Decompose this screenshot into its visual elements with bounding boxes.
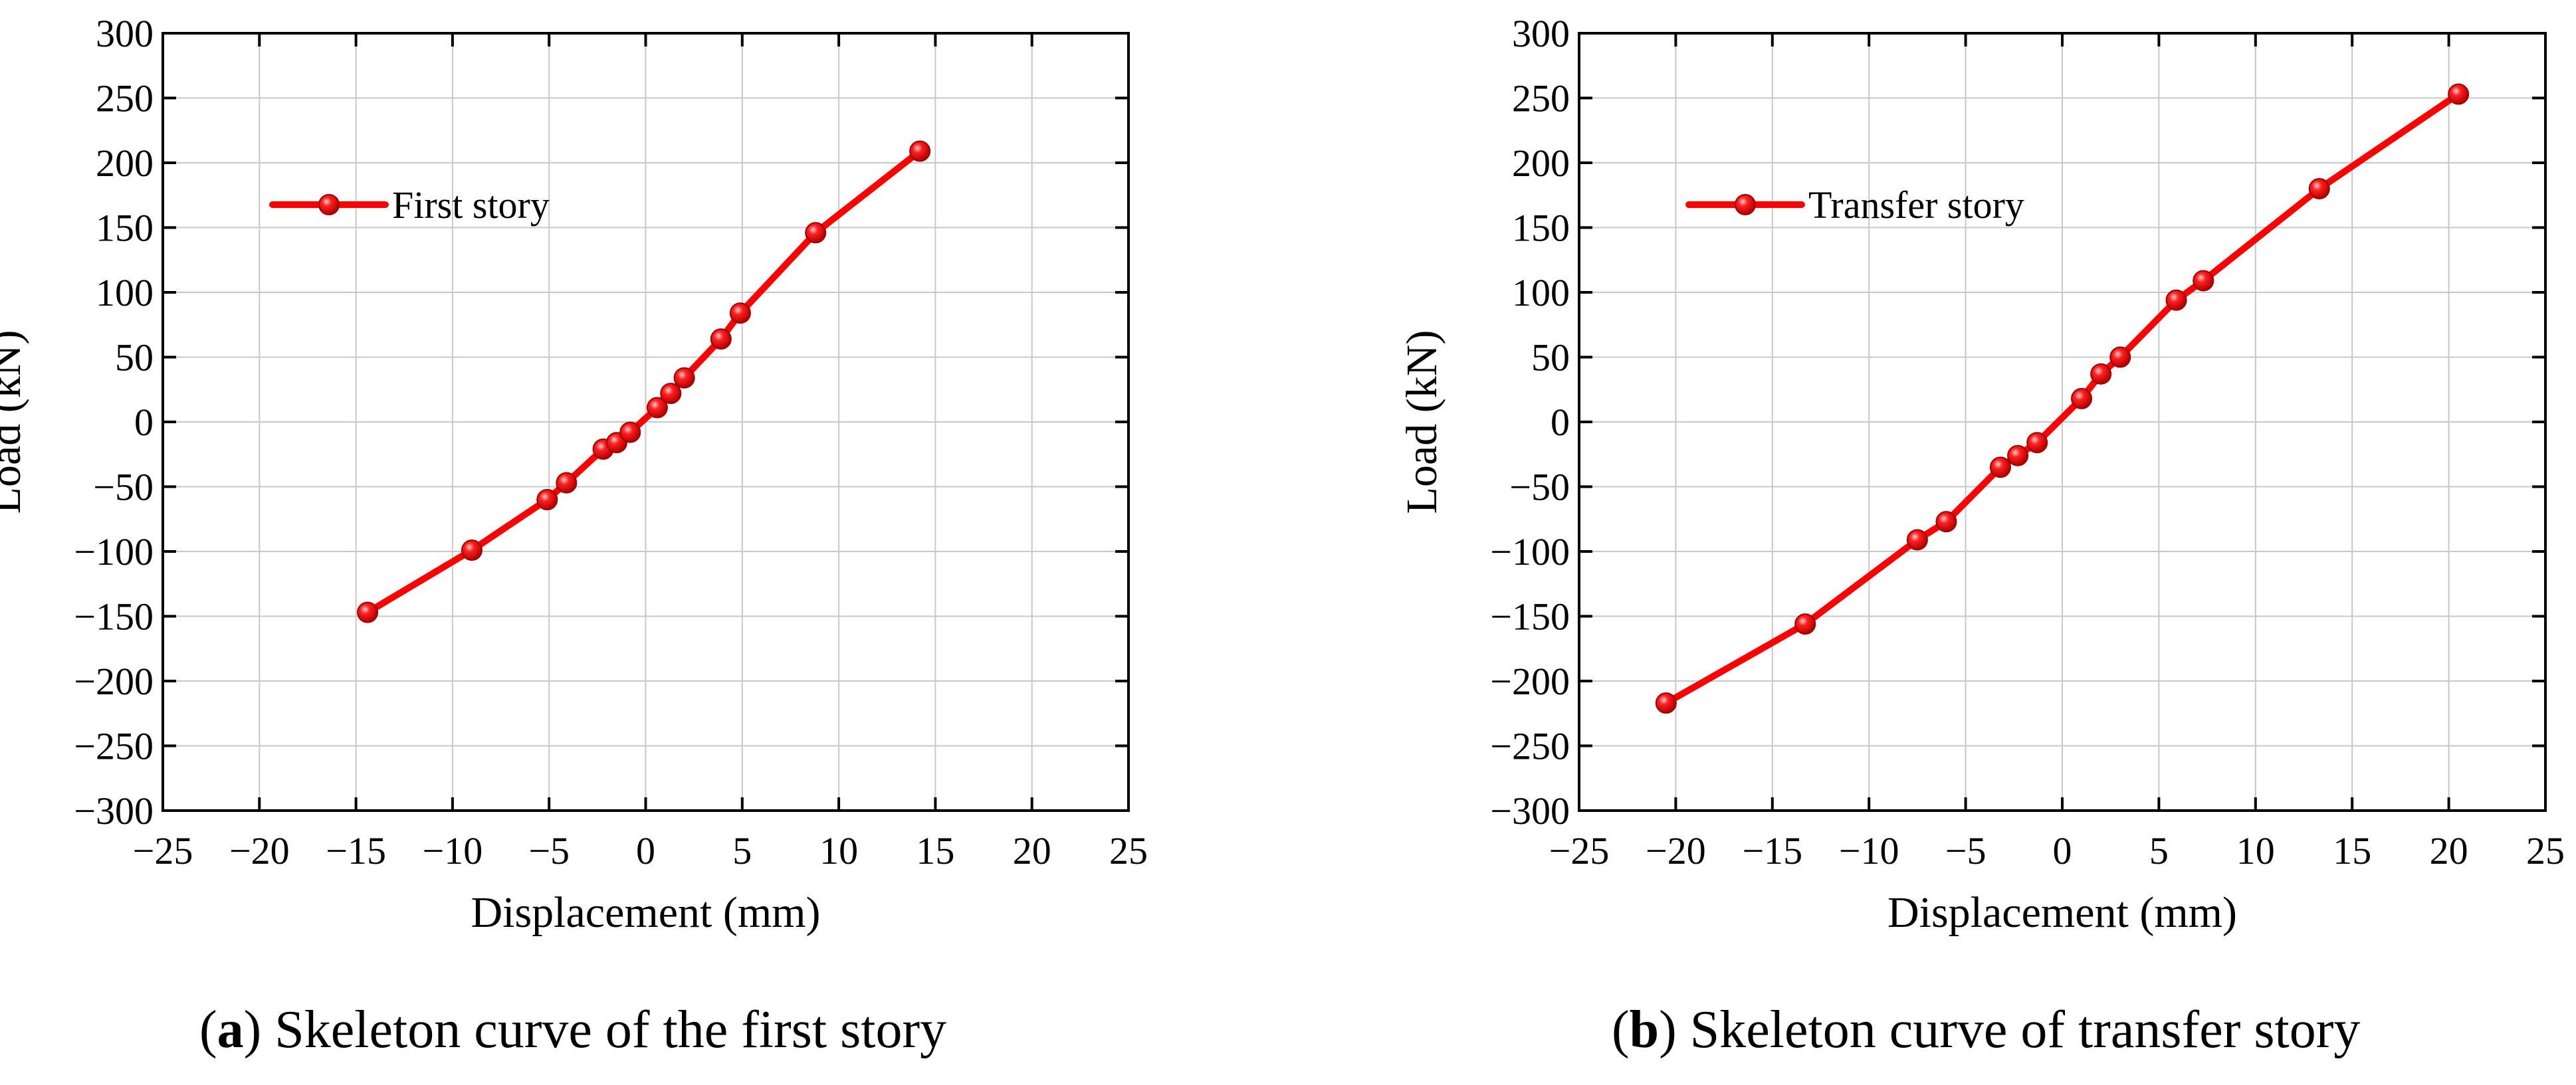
y-tick-label: 250 — [96, 77, 154, 120]
data-point — [646, 397, 668, 419]
y-tick-label: 50 — [1531, 336, 1570, 379]
y-tick-label: −50 — [93, 466, 154, 509]
y-tick-label: −100 — [74, 530, 154, 573]
y-axis-title: Load (kN) — [0, 330, 30, 514]
data-point — [619, 421, 641, 443]
x-tick-label: −15 — [1742, 829, 1802, 872]
data-point — [2090, 363, 2112, 385]
y-axis-title: Load (kN) — [1398, 330, 1446, 514]
legend-marker — [318, 194, 340, 215]
x-tick-label: −25 — [133, 829, 193, 872]
x-tick-label: −20 — [229, 829, 290, 872]
x-tick-label: 10 — [819, 829, 858, 872]
x-tick-label: 25 — [2526, 829, 2565, 872]
x-tick-label: 5 — [732, 829, 752, 872]
y-tick-label: −50 — [1509, 466, 1570, 509]
data-point — [556, 472, 578, 494]
y-tick-label: −200 — [1490, 660, 1570, 703]
x-tick-label: 20 — [1013, 829, 1051, 872]
legend-label: Transfer story — [1808, 183, 2024, 227]
y-tick-label: 300 — [1512, 12, 1570, 55]
y-tick-label: 0 — [134, 401, 154, 444]
x-axis-title: Displacement (mm) — [1887, 888, 2237, 937]
x-tick-label: 10 — [2236, 829, 2275, 872]
x-tick-label: −25 — [1549, 829, 1610, 872]
y-tick-label: 150 — [1512, 207, 1570, 250]
data-point — [461, 540, 483, 561]
legend-label: First story — [392, 183, 550, 227]
y-tick-label: 250 — [1512, 77, 1570, 120]
data-point — [1655, 692, 1677, 714]
chart-transfer-story: −25 −20 −15 −10 −5 0 5 10 15 20 253002502001501005… — [1398, 12, 2565, 937]
y-tick-label: −250 — [74, 725, 154, 768]
data-point — [909, 140, 931, 162]
y-tick-label: −250 — [1490, 725, 1570, 768]
data-point — [710, 328, 732, 350]
x-tick-label: 20 — [2430, 829, 2468, 872]
data-point — [1906, 529, 1928, 551]
y-tick-label: 100 — [96, 271, 154, 314]
chart-first-story: −25 −20 −15 −10 −5 0 5 10 15 20 253002502001501005… — [0, 12, 1148, 937]
data-point — [2026, 432, 2048, 454]
y-tick-label: −150 — [74, 595, 154, 639]
y-tick-label: 100 — [1512, 271, 1570, 314]
y-tick-label: −200 — [74, 660, 154, 703]
x-tick-label: 25 — [1109, 829, 1148, 872]
y-tick-label: −100 — [1490, 530, 1570, 573]
data-point — [536, 489, 558, 510]
data-point — [2165, 289, 2187, 311]
x-tick-label: 5 — [2149, 829, 2169, 872]
caption-b-text: Skeleton curve of transfer story — [1689, 1001, 2361, 1059]
data-point — [2193, 270, 2214, 292]
x-tick-label: −10 — [1839, 829, 1899, 872]
data-point — [2109, 346, 2131, 368]
data-point — [2308, 178, 2330, 199]
x-tick-label: 0 — [2053, 829, 2072, 872]
caption-b: (b) Skeleton curve of transfer story — [1612, 1001, 2361, 1059]
data-point — [1989, 456, 2011, 478]
data-point — [2071, 387, 2093, 409]
caption-a-text: Skeleton curve of the first story — [274, 1001, 947, 1059]
x-tick-label: −10 — [423, 829, 483, 872]
y-tick-label: 150 — [96, 207, 154, 250]
x-tick-label: 15 — [916, 829, 954, 872]
caption-a-letter: a — [217, 1001, 244, 1059]
x-tick-label: 0 — [636, 829, 655, 872]
y-tick-label: 300 — [96, 12, 154, 55]
legend-marker — [1735, 194, 1756, 215]
y-tick-label: 50 — [115, 336, 154, 379]
x-tick-label: −5 — [1945, 829, 1986, 872]
data-point — [2448, 83, 2470, 105]
x-tick-label: 15 — [2333, 829, 2371, 872]
y-tick-label: 200 — [1512, 142, 1570, 185]
data-point — [805, 222, 827, 244]
data-point — [729, 302, 751, 324]
data-point — [2007, 444, 2029, 466]
x-axis-title: Displacement (mm) — [471, 888, 820, 937]
y-tick-label: 0 — [1551, 401, 1570, 444]
data-point — [357, 601, 379, 623]
x-tick-label: −15 — [326, 829, 386, 872]
data-point — [1794, 613, 1816, 635]
y-tick-label: −300 — [1490, 789, 1570, 833]
data-point — [1935, 511, 1957, 533]
x-tick-label: −5 — [528, 829, 570, 872]
y-tick-label: −150 — [1490, 595, 1570, 639]
x-tick-label: −20 — [1646, 829, 1706, 872]
data-point — [673, 367, 695, 389]
data-point — [660, 383, 682, 405]
y-tick-label: −300 — [74, 789, 154, 833]
y-tick-label: 200 — [96, 142, 154, 185]
caption-a: (a) Skeleton curve of the first story — [199, 1001, 947, 1059]
caption-b-letter: b — [1629, 1001, 1660, 1059]
